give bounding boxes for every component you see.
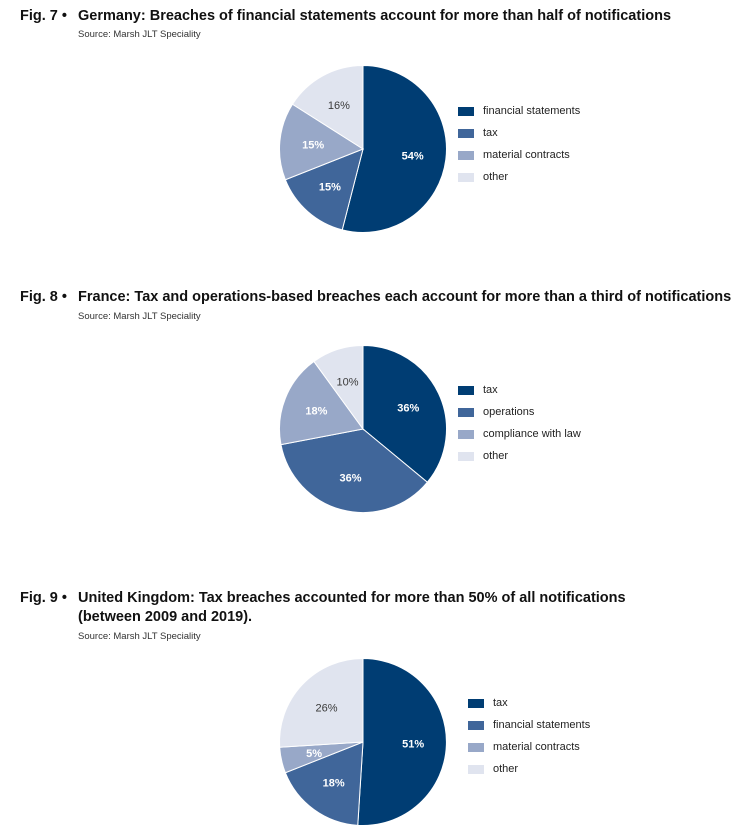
legend-swatch	[458, 150, 474, 160]
pie-slice-compliance-with-law	[279, 360, 364, 446]
pie-slice-other	[291, 64, 364, 150]
legend-label: tax	[483, 384, 498, 396]
figure-number: Fig. 9 •	[20, 590, 67, 606]
pie-slice-operations	[280, 428, 429, 513]
data-label-tax: 36%	[397, 403, 419, 415]
legend-label: other	[483, 450, 509, 462]
legend-label: financial statements	[493, 719, 591, 731]
pie-slice-other	[279, 657, 364, 748]
legend-item-compliance-with-law: compliance with law	[458, 423, 581, 445]
legend-item-other: other	[458, 166, 580, 188]
figure-number: Fig. 7 •	[20, 8, 67, 24]
legend-swatch	[458, 385, 474, 395]
data-label-other: 26%	[315, 703, 337, 715]
legend-swatch	[468, 720, 484, 730]
data-label-financial-statements: 18%	[323, 778, 345, 790]
pie-slice-tax	[362, 344, 447, 483]
legend-item-material-contracts: material contracts	[458, 144, 580, 166]
legend-swatch	[458, 429, 474, 439]
legend-item-tax: tax	[458, 379, 581, 401]
figure-source: Source: Marsh JLT Speciality	[78, 311, 201, 322]
figure-title: Fig. 9 • United Kingdom: Tax breaches acc…	[20, 589, 626, 627]
pie-slice-material-contracts	[279, 103, 365, 181]
legend-swatch	[458, 451, 474, 461]
pie-chart-germany: 54% 15% 15% 16%	[279, 64, 447, 233]
legend-label: material contracts	[493, 741, 580, 753]
legend-item-financial-statements: financial statements	[468, 714, 590, 736]
figure-source: Source: Marsh JLT Speciality	[78, 29, 201, 40]
legend-item-operations: operations	[458, 401, 581, 423]
pie-slice-financial-statements	[284, 741, 364, 826]
data-label-tax: 15%	[319, 182, 341, 194]
legend-label: material contracts	[483, 149, 570, 161]
legend-label: compliance with law	[483, 428, 581, 440]
legend-item-material-contracts: material contracts	[468, 736, 590, 758]
legend-label: tax	[483, 127, 498, 139]
legend-label: other	[483, 171, 509, 183]
pie-chart-uk: 51% 18% 5% 26%	[279, 657, 447, 826]
legend-item-other: other	[458, 445, 581, 467]
legend-france: tax operations compliance with law other	[458, 379, 581, 467]
legend-uk: tax financial statements material contract…	[468, 692, 590, 780]
legend-label: other	[493, 763, 519, 775]
pie-slice-other	[313, 344, 364, 431]
pie-slice-tax	[284, 148, 364, 231]
data-label-other: 10%	[336, 376, 358, 388]
legend-label: operations	[483, 406, 535, 418]
legend-swatch	[458, 128, 474, 138]
figure-title-line2: (between 2009 and 2019).	[78, 609, 253, 625]
legend-label: tax	[493, 697, 508, 709]
legend-swatch	[468, 742, 484, 752]
legend-germany: financial statements tax material contract…	[458, 100, 580, 188]
figure-title: Fig. 7 • Germany: Breaches of financial s…	[20, 7, 671, 26]
data-label-other: 16%	[328, 100, 350, 112]
legend-label: financial statements	[483, 105, 581, 117]
legend-item-tax: tax	[458, 122, 580, 144]
data-label-tax: 51%	[402, 739, 424, 751]
pie-chart-france: 36% 36% 18% 10%	[279, 344, 447, 513]
figure-title-text: France: Tax and operations-based breache…	[78, 289, 732, 305]
data-label-material-contracts: 15%	[302, 139, 324, 151]
pie-slice-financial-statements	[341, 64, 447, 233]
legend-item-financial-statements: financial statements	[458, 100, 580, 122]
figure-number: Fig. 8 •	[20, 289, 67, 305]
legend-item-tax: tax	[468, 692, 590, 714]
data-label-operations: 36%	[339, 473, 361, 485]
figure-title-text: United Kingdom: Tax breaches accounted f…	[78, 590, 626, 606]
data-label-material-contracts: 5%	[306, 748, 322, 760]
legend-item-other: other	[468, 758, 590, 780]
legend-swatch	[468, 764, 484, 774]
data-label-compliance-with-law: 18%	[305, 406, 327, 418]
pie-slice-tax	[357, 657, 447, 826]
legend-swatch	[458, 106, 474, 116]
figure-title-text: Germany: Breaches of financial statement…	[78, 8, 672, 24]
legend-swatch	[458, 172, 474, 182]
legend-swatch	[458, 407, 474, 417]
legend-swatch	[468, 698, 484, 708]
figure-source: Source: Marsh JLT Speciality	[78, 631, 201, 642]
data-label-financial-statements: 54%	[402, 150, 424, 162]
figure-title: Fig. 8 • France: Tax and operations-based…	[20, 288, 731, 307]
